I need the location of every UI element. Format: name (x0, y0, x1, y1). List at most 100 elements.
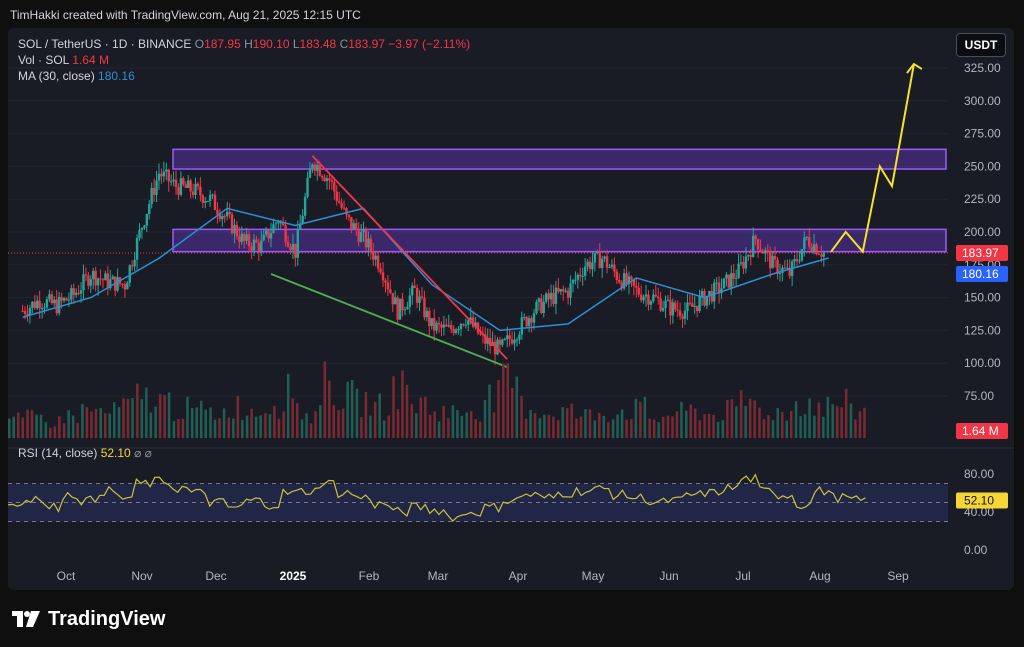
candle-body (635, 285, 638, 288)
rsi-label[interactable]: RSI (14, close) (18, 446, 98, 460)
candle-body (769, 251, 772, 269)
candle-body (751, 235, 755, 257)
resistance-zone[interactable] (172, 148, 947, 170)
candle-body (364, 230, 368, 248)
candle-body (277, 222, 280, 224)
volume-bar (245, 415, 249, 438)
candle-body (805, 236, 808, 238)
symbol-label[interactable]: SOL / TetherUS · 1D · BINANCE (18, 37, 192, 51)
candle-body (615, 271, 619, 280)
volume-bar (415, 413, 418, 438)
candle-body (204, 201, 207, 203)
volume-bar (309, 423, 313, 438)
ma-label[interactable]: MA (30, close) (18, 69, 95, 83)
volume-bar (392, 376, 395, 438)
candle-body (267, 230, 270, 239)
candle-body (761, 250, 765, 254)
volume-bar (465, 412, 468, 438)
candle-body (520, 317, 524, 335)
currency-button[interactable]: USDT (956, 33, 1006, 57)
volume-bar (227, 417, 231, 438)
volume-bar (117, 407, 121, 438)
candle-body (28, 307, 32, 316)
support-trend-line[interactable] (270, 273, 508, 368)
candle-body (167, 169, 170, 182)
volume-bar (483, 399, 487, 438)
volume-bar (675, 411, 679, 438)
volume-bar (716, 421, 720, 438)
candle-body (562, 289, 565, 292)
volume-bar (136, 383, 139, 438)
candle-body (756, 239, 760, 250)
candle-body (717, 282, 721, 294)
candle-body (484, 334, 487, 344)
price-tick-label: 100.00 (964, 356, 1001, 370)
candle-body (376, 255, 380, 269)
volume-bar (319, 405, 322, 438)
candle-body (771, 255, 774, 269)
candle-body (464, 324, 468, 326)
volume-bar (575, 418, 578, 438)
volume-label: 1.64 M (962, 424, 999, 438)
candle-body (53, 299, 56, 304)
candle-body (627, 276, 631, 284)
volume-bar (781, 411, 784, 438)
candle-body (320, 175, 324, 178)
candle-body (379, 268, 382, 273)
volume-bar (831, 404, 834, 438)
rsi-visibility-icons[interactable]: ⌀ ⌀ (134, 446, 152, 460)
projection-path[interactable] (830, 63, 915, 254)
volume-label[interactable]: Vol · SOL (18, 53, 69, 67)
volume-bar (378, 393, 381, 438)
time-axis-label: Jul (735, 569, 750, 583)
volume-bar (12, 416, 15, 438)
candle-body (169, 181, 173, 183)
candle-body (644, 294, 648, 297)
volume-bar (268, 414, 272, 438)
candle-body (357, 230, 360, 242)
tradingview-footer: TradingView (12, 604, 165, 634)
volume-bar (817, 402, 821, 438)
candle-body (396, 297, 399, 320)
candle-body (613, 264, 616, 272)
volume-bar (145, 387, 148, 438)
candle-body (493, 341, 497, 355)
volume-bar (598, 413, 601, 438)
volume-bar (90, 411, 93, 438)
candle-body (130, 265, 134, 267)
candle-body (23, 310, 27, 314)
resistance-zone[interactable] (172, 228, 947, 253)
candle-body (469, 317, 472, 321)
volume-bar (502, 363, 505, 438)
candle-body (537, 298, 541, 302)
candle-body (50, 294, 54, 304)
candle-body (36, 300, 39, 309)
volume-bar (666, 415, 670, 438)
down-trend-line[interactable] (311, 155, 508, 360)
candle-body (815, 244, 818, 255)
volume-bar (762, 419, 766, 438)
candle-body (303, 196, 307, 216)
volume-bar (570, 403, 573, 438)
volume-bar (808, 398, 811, 438)
volume-bar (273, 405, 276, 438)
candle-body (501, 339, 504, 345)
chart-canvas[interactable]: 75.00100.00125.00150.00175.00200.00225.0… (8, 28, 1014, 590)
volume-bar (241, 419, 244, 438)
volume-bar (561, 407, 564, 438)
open-label: O (194, 37, 205, 51)
volume-bar (199, 400, 203, 438)
candle-body (337, 200, 341, 203)
candle-body (294, 243, 297, 258)
volume-bar (8, 418, 11, 438)
volume-bar (661, 416, 665, 438)
candle-body (586, 261, 589, 267)
time-axis-label: Apr (509, 569, 528, 583)
candle-body (415, 287, 419, 303)
time-axis-label: Aug (809, 569, 830, 583)
candle-body (693, 305, 696, 307)
candle-body (720, 288, 723, 294)
candle-body (518, 334, 521, 340)
candle-body (610, 264, 614, 267)
chart-panel[interactable]: 75.00 100.00 125.00 150.00 175.00 200.00 225.0… (8, 28, 1014, 590)
